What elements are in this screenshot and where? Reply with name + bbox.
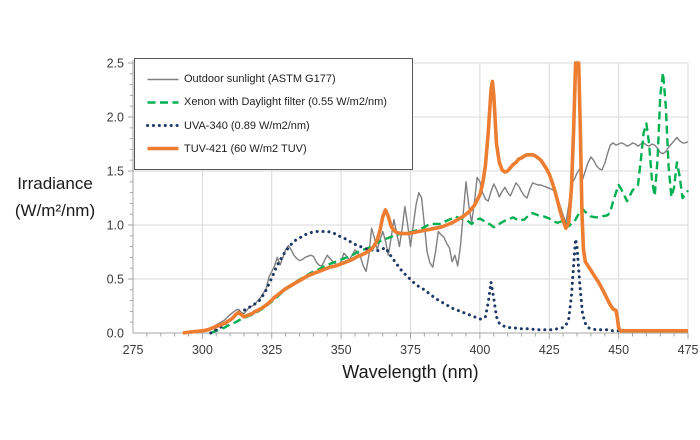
- y-tick-label: 2.0: [107, 111, 124, 125]
- axes: [128, 60, 689, 339]
- x-tick-label: 450: [608, 343, 629, 357]
- y-tick-label: 0.5: [107, 273, 124, 287]
- x-tick-label: 425: [539, 343, 560, 357]
- legend-label: Outdoor sunlight (ASTM G177): [184, 73, 336, 86]
- legend-label: Xenon with Daylight filter (0.55 W/m2/nm…: [184, 96, 387, 109]
- series-tuv-421: [182, 61, 688, 335]
- legend-line-xenon-daylight-filter-icon: [147, 101, 179, 104]
- x-tick-label: 350: [331, 343, 352, 357]
- y-axis-title-line2: (W/m²/nm): [14, 201, 96, 220]
- y-tick-label: 1.0: [107, 219, 124, 233]
- x-tick-label: 300: [192, 343, 213, 357]
- legend-label: UVA-340 (0.89 W/m2/nm): [184, 119, 310, 132]
- legend-item-xenon-daylight-filter: Xenon with Daylight filter (0.55 W/m2/nm…: [146, 96, 406, 108]
- legend-line-outdoor-sunlight-icon: [147, 78, 179, 80]
- legend-item-outdoor-sunlight: Outdoor sunlight (ASTM G177): [146, 73, 406, 85]
- legend-item-tuv-421: TUV-421 (60 W/m2 TUV): [146, 143, 406, 155]
- y-tick-label: 1.5: [107, 165, 124, 179]
- x-tick-label: 375: [400, 343, 421, 357]
- y-axis-title: Irradiance (W/m²/nm): [0, 170, 110, 224]
- y-tick-label: 2.5: [107, 57, 124, 71]
- x-tick-label: 400: [469, 343, 490, 357]
- y-axis-title-line1: Irradiance: [17, 174, 93, 193]
- legend-item-uva-340: UVA-340 (0.89 W/m2/nm): [146, 120, 406, 132]
- x-tick-label: 275: [123, 343, 144, 357]
- legend-label: TUV-421 (60 W/m2 TUV): [184, 142, 307, 155]
- tick-labels: 275 300 325 350 375 400 425 450 475 0.0 0.5 1.0 1.5 2…: [107, 57, 699, 358]
- legend: Outdoor sunlight (ASTM G177) Xenon with …: [134, 58, 413, 170]
- x-tick-label: 475: [678, 343, 699, 357]
- series-outdoor-sunlight: [196, 136, 689, 334]
- x-axis-title: Wavelength (nm): [342, 362, 479, 382]
- legend-line-tuv-421-icon: [147, 146, 179, 151]
- legend-line-uva-340-icon: [146, 124, 180, 128]
- x-tick-label: 325: [261, 343, 282, 357]
- y-tick-label: 0.0: [107, 327, 124, 341]
